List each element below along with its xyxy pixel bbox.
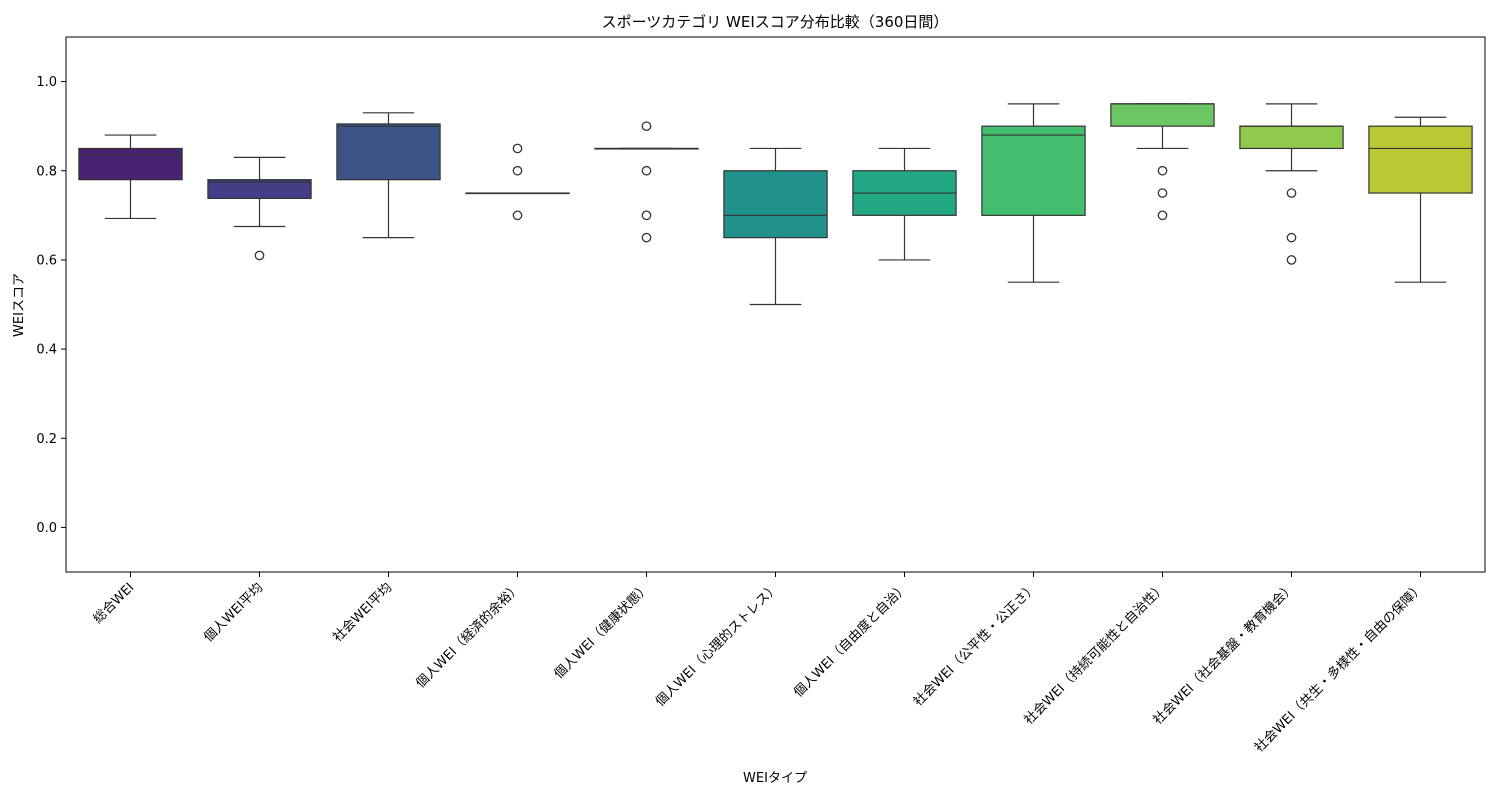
y-tick-label: 0.0 (36, 521, 57, 536)
outlier-point (254, 250, 265, 261)
outlier-point (641, 165, 652, 176)
outlier-point (512, 210, 523, 221)
outlier-point (1157, 188, 1168, 198)
x-tick-label: 個人WEI（心理的ストレス） (652, 580, 782, 710)
y-axis-label: WEIスコア (12, 273, 27, 337)
x-tick-label: 社会WEI平均 (330, 580, 396, 646)
outlier-point (1286, 188, 1297, 198)
x-tick-label: 総合WEI (91, 580, 138, 627)
box-group (852, 147, 957, 261)
box-group (1239, 103, 1344, 265)
box (981, 125, 1086, 216)
outlier-point (1286, 232, 1297, 243)
x-tick-label: 個人WEI（健康状態） (551, 580, 653, 682)
y-axis: 0.0 0.2 0.4 0.6 0.8 1.0 (36, 75, 66, 536)
x-tick-label: 社会WEI（社会基盤・教育機会） (1150, 580, 1298, 728)
y-tick-label: 0.4 (36, 343, 57, 358)
box (336, 123, 441, 181)
box (723, 170, 828, 239)
x-axis-label: WEIタイプ (743, 771, 807, 786)
box (1110, 103, 1215, 127)
outlier-point (641, 121, 652, 132)
box (1239, 125, 1344, 150)
y-tick-label: 0.6 (36, 253, 57, 268)
outlier-point (1157, 165, 1168, 176)
box-group (207, 156, 312, 261)
y-tick-label: 0.2 (36, 432, 57, 447)
outlier-point (641, 232, 652, 243)
y-tick-label: 0.8 (36, 164, 57, 179)
x-tick-label: 個人WEI平均 (201, 580, 266, 645)
x-tick-label: 個人WEI（経済的余裕） (413, 580, 525, 692)
box (78, 147, 183, 181)
box-group (1368, 116, 1473, 283)
outlier-point (641, 210, 652, 221)
x-tick-label: 社会WEI（持続可能性と自治性） (1021, 580, 1169, 728)
x-tick-label: 社会WEI（公平性・公正さ） (910, 580, 1040, 710)
plot-area (78, 103, 1473, 306)
box-group (981, 103, 1086, 283)
x-tick-label: 個人WEI（自由度と自治） (790, 580, 911, 701)
outlier-point (1286, 255, 1297, 265)
outlier-point (512, 143, 523, 154)
box (1368, 125, 1473, 194)
box-group (78, 134, 183, 220)
outlier-point (1157, 210, 1168, 221)
box-group (1110, 103, 1215, 221)
outlier-point (512, 165, 523, 176)
box-group (594, 121, 699, 243)
chart-title: スポーツカテゴリ WEIスコア分布比較（360日間） (602, 13, 949, 31)
box-group (465, 143, 570, 221)
y-tick-label: 1.0 (36, 75, 57, 90)
box-group (336, 112, 441, 239)
box-group (723, 147, 828, 306)
box (207, 179, 312, 199)
x-axis: 総合WEI 個人WEI平均 社会WEI平均 個人WEI（経済的余裕） 個人WEI（健康状… (91, 572, 1427, 756)
